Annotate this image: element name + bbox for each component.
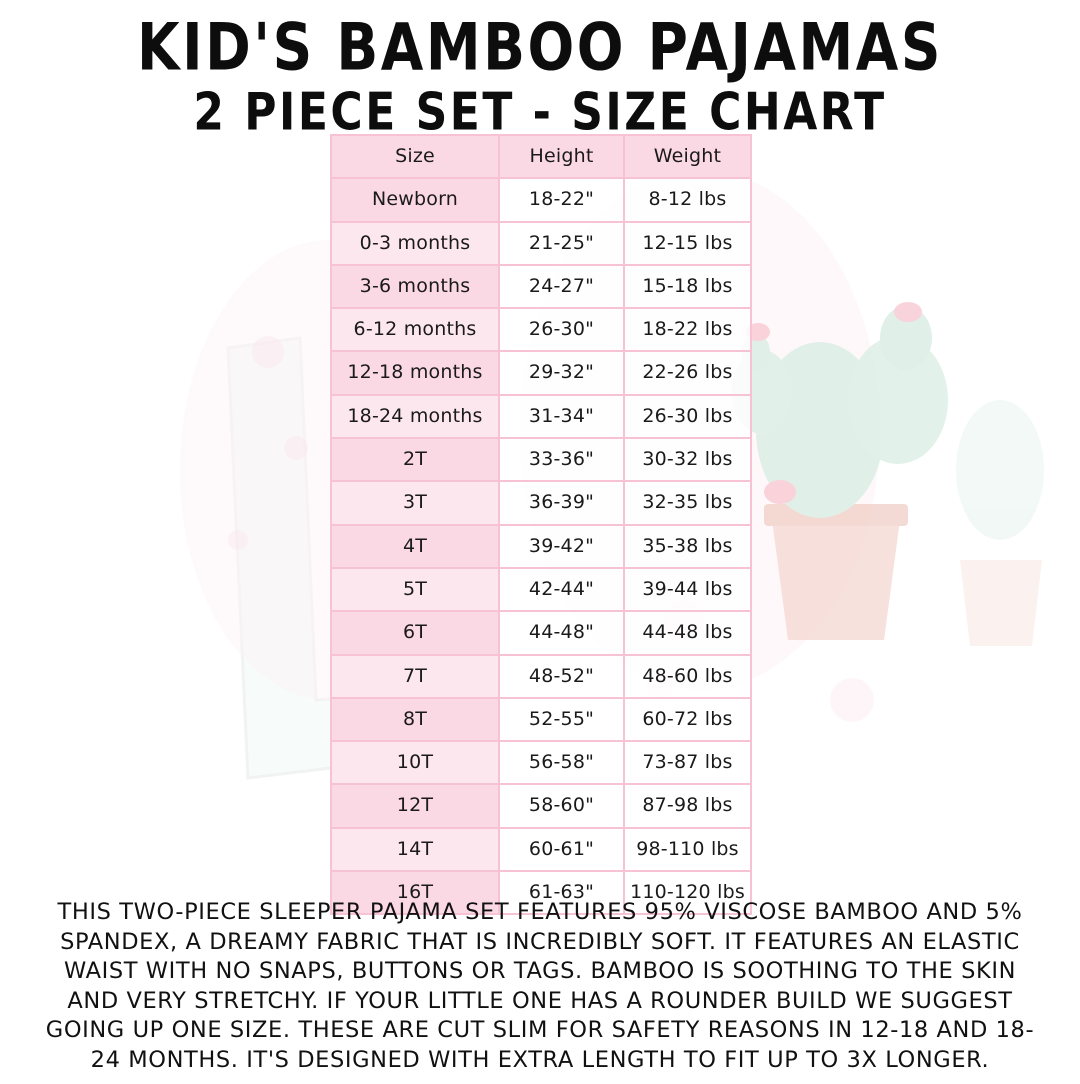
cell-height: 31-34" bbox=[498, 393, 625, 440]
cell-weight: 26-30 lbs bbox=[623, 393, 752, 440]
cell-weight: 22-26 lbs bbox=[623, 350, 752, 396]
cell-size: 4T bbox=[330, 523, 500, 569]
cell-height: 21-25" bbox=[498, 220, 625, 266]
table-row: 8T 52-55" 60-72 lbs bbox=[330, 696, 752, 743]
cell-weight: 87-98 lbs bbox=[623, 783, 752, 829]
cell-height: 56-58" bbox=[498, 740, 625, 786]
cell-weight: 39-44 lbs bbox=[623, 566, 752, 613]
table-row: Newborn 18-22" 8-12 lbs bbox=[330, 177, 752, 223]
table-row: 0-3 months 21-25" 12-15 lbs bbox=[330, 220, 752, 266]
product-description: THIS TWO-PIECE SLEEPER PAJAMA SET FEATUR… bbox=[45, 899, 1035, 1073]
cell-height: 24-27" bbox=[498, 263, 625, 310]
table-row: 12-18 months 29-32" 22-26 lbs bbox=[330, 350, 752, 396]
cell-height: 18-22" bbox=[498, 177, 625, 223]
cell-weight: 73-87 lbs bbox=[623, 740, 752, 786]
cell-size: 10T bbox=[330, 740, 500, 786]
cell-weight: 110-120 lbs bbox=[623, 870, 752, 916]
table-row: 3-6 months 24-27" 15-18 lbs bbox=[330, 263, 752, 310]
cell-weight: 44-48 lbs bbox=[623, 610, 752, 656]
cell-weight: 35-38 lbs bbox=[623, 523, 752, 569]
cell-height: 26-30" bbox=[498, 307, 625, 353]
table-row: 3T 36-39" 32-35 lbs bbox=[330, 480, 752, 526]
cell-height: 61-63" bbox=[498, 870, 625, 916]
table-row: 6-12 months 26-30" 18-22 lbs bbox=[330, 307, 752, 353]
table-row: 10T 56-58" 73-87 lbs bbox=[330, 740, 752, 786]
cell-height: 29-32" bbox=[498, 350, 625, 396]
cell-height: 60-61" bbox=[498, 826, 625, 873]
cell-weight: 98-110 lbs bbox=[623, 826, 752, 873]
cell-height: 39-42" bbox=[498, 523, 625, 569]
table-row: 18-24 months 31-34" 26-30 lbs bbox=[330, 393, 752, 440]
cell-size: 12T bbox=[330, 783, 500, 829]
cell-size: 3T bbox=[330, 480, 500, 526]
table-row: 16T 61-63" 110-120 lbs bbox=[330, 870, 752, 916]
column-header-weight: Weight bbox=[623, 133, 752, 180]
column-header-size: Size bbox=[330, 133, 500, 180]
cell-size: 3-6 months bbox=[330, 263, 500, 310]
cell-weight: 60-72 lbs bbox=[623, 696, 752, 743]
page-title: KID'S BAMBOO PAJAMAS 2 PIECE SET - SIZE … bbox=[0, 0, 1080, 140]
cell-size: 8T bbox=[330, 696, 500, 743]
table-row: 14T 60-61" 98-110 lbs bbox=[330, 826, 752, 873]
cell-weight: 32-35 lbs bbox=[623, 480, 752, 526]
title-line-2: 2 PIECE SET - SIZE CHART bbox=[193, 82, 887, 143]
cell-height: 36-39" bbox=[498, 480, 625, 526]
table-row: 4T 39-42" 35-38 lbs bbox=[330, 523, 752, 569]
cell-height: 58-60" bbox=[498, 783, 625, 829]
cell-size: 14T bbox=[330, 826, 500, 873]
table-row: 12T 58-60" 87-98 lbs bbox=[330, 783, 752, 829]
table-header-row: Size Height Weight bbox=[330, 133, 752, 180]
cell-weight: 48-60 lbs bbox=[623, 653, 752, 699]
table-row: 6T 44-48" 44-48 lbs bbox=[330, 610, 752, 656]
cell-height: 44-48" bbox=[498, 610, 625, 656]
cell-height: 33-36" bbox=[498, 437, 625, 483]
size-chart-table-container: Size Height Weight Newborn 18-22" 8-12 lbs… bbox=[330, 133, 752, 916]
size-chart-table: Size Height Weight Newborn 18-22" 8-12 lbs… bbox=[330, 133, 752, 916]
cell-size: 16T bbox=[330, 870, 500, 916]
cell-height: 42-44" bbox=[498, 566, 625, 613]
cell-height: 52-55" bbox=[498, 696, 625, 743]
cell-weight: 8-12 lbs bbox=[623, 177, 752, 223]
cell-size: 5T bbox=[330, 566, 500, 613]
cell-weight: 30-32 lbs bbox=[623, 437, 752, 483]
cell-size: 12-18 months bbox=[330, 350, 500, 396]
cell-weight: 12-15 lbs bbox=[623, 220, 752, 266]
cell-weight: 15-18 lbs bbox=[623, 263, 752, 310]
title-line-1: KID'S BAMBOO PAJAMAS bbox=[137, 9, 943, 85]
cell-size: 0-3 months bbox=[330, 220, 500, 266]
column-header-height: Height bbox=[498, 133, 625, 180]
table-body: Newborn 18-22" 8-12 lbs 0-3 months 21-25" 12-… bbox=[330, 177, 752, 916]
cell-weight: 18-22 lbs bbox=[623, 307, 752, 353]
table-row: 7T 48-52" 48-60 lbs bbox=[330, 653, 752, 699]
table-row: 5T 42-44" 39-44 lbs bbox=[330, 566, 752, 613]
cell-size: 2T bbox=[330, 437, 500, 483]
cell-height: 48-52" bbox=[498, 653, 625, 699]
cell-size: Newborn bbox=[330, 177, 500, 223]
cell-size: 6T bbox=[330, 610, 500, 656]
table-row: 2T 33-36" 30-32 lbs bbox=[330, 437, 752, 483]
cell-size: 6-12 months bbox=[330, 307, 500, 353]
cell-size: 7T bbox=[330, 653, 500, 699]
cell-size: 18-24 months bbox=[330, 393, 500, 440]
